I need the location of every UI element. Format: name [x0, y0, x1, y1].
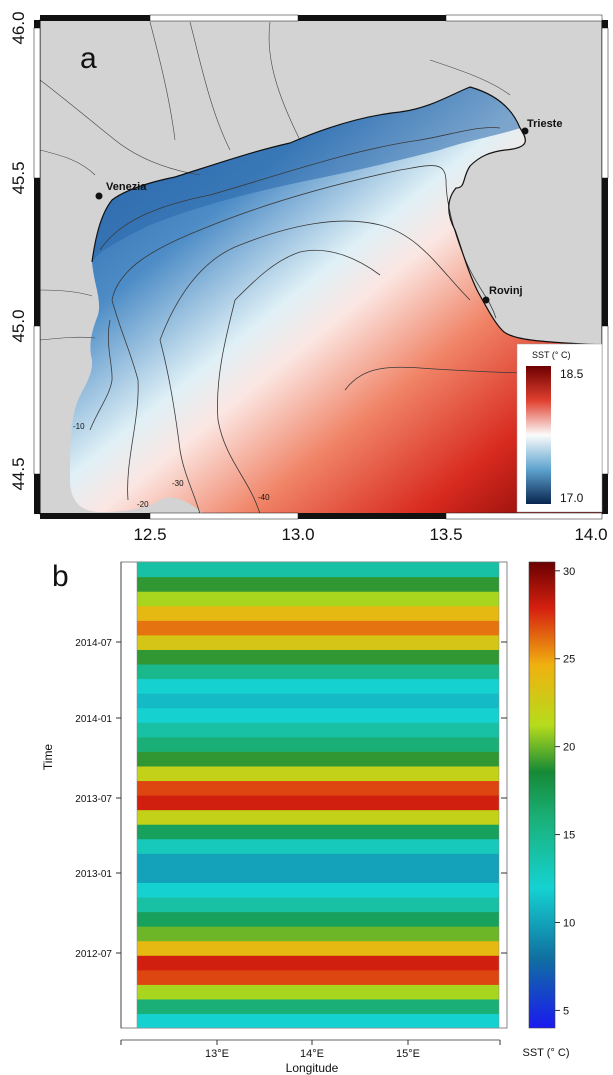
- scale-bar-bottom: [40, 512, 603, 520]
- contour-label: -10: [73, 422, 85, 431]
- panel-b-y-axis: 2014-07 2014-01 2013-07 2013-01 2012-07 …: [41, 562, 507, 1028]
- trieste-marker-icon: [521, 127, 529, 135]
- scale-bar-top: [40, 14, 603, 22]
- city-trieste: Trieste: [521, 118, 562, 135]
- heatmap-band: [137, 678, 499, 694]
- x-tick-label: 14.0: [574, 525, 607, 544]
- heatmap-band: [137, 751, 499, 767]
- scale-bar-left: [33, 20, 41, 514]
- x-axis-title: Longitude: [286, 1061, 339, 1075]
- panel-b-x-axis: 13°E 14°E 15°E Longitude: [120, 1039, 501, 1075]
- y-tick-label: 45.5: [9, 161, 28, 194]
- heatmap-band: [137, 693, 499, 709]
- heatmap-band: [137, 926, 499, 942]
- heatmap-layer: [137, 562, 499, 1028]
- heatmap-band: [137, 649, 499, 665]
- heatmap-band: [137, 634, 499, 650]
- x-tick-label: 12.5: [133, 525, 166, 544]
- legend-color-ramp: [526, 366, 551, 504]
- colorbar-tick-label: 20: [563, 742, 575, 754]
- heatmap-band: [137, 663, 499, 680]
- y-tick-label: 44.5: [9, 457, 28, 490]
- heatmap-band: [137, 969, 499, 985]
- contour-label: -30: [172, 479, 184, 488]
- colorbar-ramp: [528, 561, 556, 1029]
- heatmap-band: [137, 882, 499, 898]
- heatmap-band: [137, 722, 499, 738]
- rovinj-marker-icon: [482, 296, 490, 304]
- heatmap-band: [137, 562, 499, 578]
- heatmap-band: [137, 707, 499, 723]
- legend-title: SST (° C): [532, 350, 570, 360]
- legend-min-label: 17.0: [560, 491, 584, 505]
- y-tick-label: 2012-07: [75, 949, 112, 960]
- heatmap-band: [137, 736, 499, 752]
- heatmap-band: [137, 824, 499, 840]
- colorbar-tick-label: 15: [563, 830, 575, 842]
- depth-contour-30: [159, 220, 471, 514]
- x-tick-label: 13.0: [281, 525, 314, 544]
- y-tick-label: 45.0: [9, 309, 28, 342]
- colorbar-tick-label: 10: [563, 917, 575, 929]
- contour-label: -20: [137, 500, 149, 509]
- city-rovinj: Rovinj: [482, 285, 523, 304]
- city-venezia: Venezia: [95, 181, 147, 200]
- y-tick-label: 2013-07: [75, 794, 112, 805]
- depth-contour-10: [89, 127, 501, 431]
- heatmap-band: [137, 896, 499, 913]
- heatmap-band: [137, 838, 499, 854]
- x-tick-label: 13.5: [429, 525, 462, 544]
- scale-bar-right: [601, 20, 609, 514]
- colorbar-ticks: 30 25 20 15 10 5: [555, 566, 575, 1017]
- sst-legend: SST (° C) 18.5 17.0: [516, 343, 603, 513]
- depth-contour-20: [111, 165, 497, 501]
- northern-cool-band: [92, 87, 520, 262]
- heatmap-band: [137, 853, 499, 869]
- panel-a-map: a Venezia Trieste Rovinj -10 -20 -30 -40…: [9, 11, 609, 544]
- heatmap-band: [137, 940, 499, 956]
- heatmap-band: [137, 780, 499, 796]
- heatmap-band: [137, 765, 499, 782]
- panel-a-label: a: [80, 42, 97, 75]
- contour-label: -40: [258, 493, 270, 502]
- venezia-label: Venezia: [106, 181, 147, 193]
- heatmap-band: [137, 795, 499, 811]
- heatmap-band: [137, 809, 499, 825]
- panel-a-y-axis: 44.5 45.0 45.5 46.0: [9, 11, 28, 490]
- sst-colorbar: 30 25 20 15 10 5 SST (° C): [523, 561, 575, 1059]
- heatmap-band: [137, 998, 499, 1015]
- y-axis-title: Time: [41, 744, 55, 771]
- y-tick-label: 2013-01: [75, 869, 112, 880]
- heatmap-band: [137, 620, 499, 636]
- y-tick-label: 2014-01: [75, 714, 112, 725]
- heatmap-band: [137, 984, 499, 1000]
- heatmap-band: [137, 911, 499, 927]
- venezia-marker-icon: [95, 192, 103, 200]
- panel-b-label: b: [52, 560, 69, 593]
- river-lines: [40, 21, 511, 341]
- heatmap-border: [136, 561, 500, 1029]
- x-tick-label: 15°E: [396, 1048, 420, 1060]
- colorbar-tick-label: 5: [563, 1005, 569, 1017]
- colorbar-title: SST (° C): [523, 1047, 570, 1059]
- heatmap-band: [137, 576, 499, 592]
- panel-a-x-axis: 12.5 13.0 13.5 14.0: [133, 525, 607, 544]
- colorbar-tick-label: 30: [563, 566, 575, 578]
- heatmap-band: [137, 605, 499, 621]
- heatmap-band: [137, 955, 499, 971]
- trieste-label: Trieste: [527, 118, 562, 130]
- colorbar-tick-label: 25: [563, 654, 575, 666]
- y-tick-label: 46.0: [9, 11, 28, 44]
- heatmap-band: [137, 867, 499, 883]
- y-tick-label: 2014-07: [75, 638, 112, 649]
- x-tick-label: 14°E: [300, 1048, 324, 1060]
- heatmap-band: [137, 591, 499, 607]
- x-tick-label: 13°E: [205, 1048, 229, 1060]
- heatmap-band: [137, 1013, 499, 1028]
- panel-b-hovmoller: b 2014-07 2014-01 2013-07 2013-01 2012-0…: [41, 560, 575, 1075]
- legend-max-label: 18.5: [560, 367, 584, 381]
- rovinj-label: Rovinj: [489, 285, 523, 297]
